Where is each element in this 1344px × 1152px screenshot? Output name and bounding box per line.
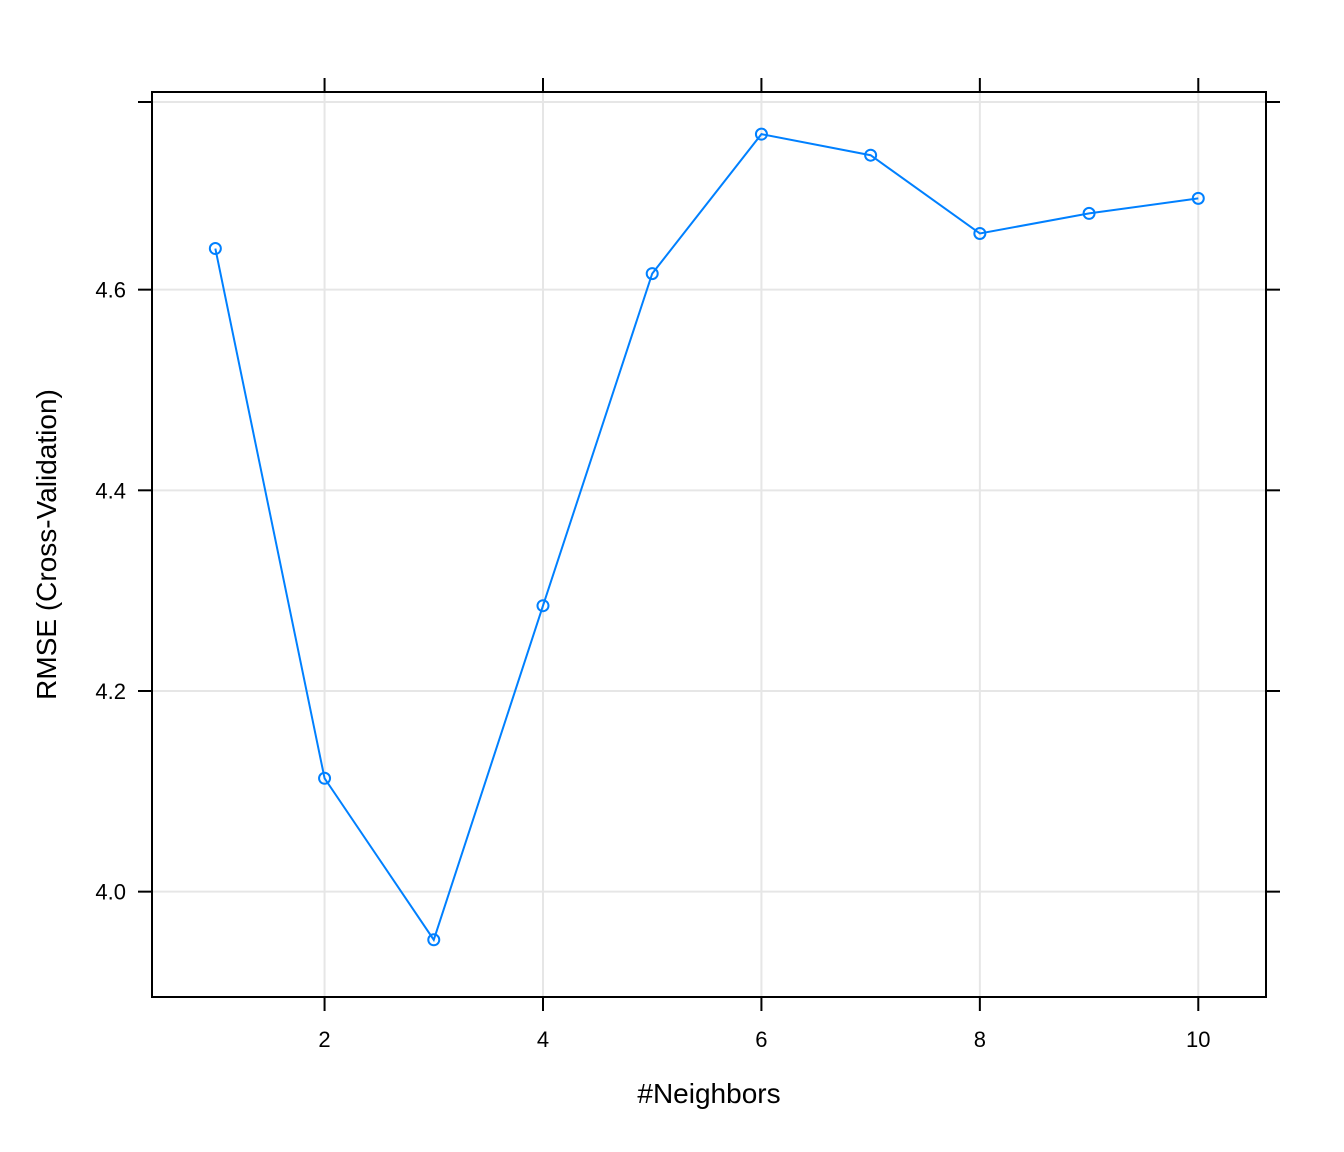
y-tick-label: 4.6 [95,278,126,303]
data-point [536,599,550,613]
data-point [864,148,878,162]
x-tick-label: 6 [755,1027,767,1052]
x-tick-label: 8 [974,1027,986,1052]
y-tick-label: 4.4 [95,478,126,503]
grid-lines [152,92,1266,997]
data-point [754,127,768,141]
axis-ticks: 2 4 6 8 10 4.0 4.2 4.4 4.6 [95,78,1280,1052]
x-axis-title: #Neighbors [637,1078,780,1109]
y-axis-title: RMSE (Cross-Validation) [31,389,62,700]
y-tick-label: 4.2 [95,679,126,704]
data-point [1082,206,1096,220]
y-tick-label: 4.0 [95,880,126,905]
plot-frame [151,91,1267,998]
series-layer [208,127,1205,947]
series-line [214,133,1199,943]
data-point [645,267,659,281]
data-point [208,242,222,256]
data-point [973,226,987,240]
data-point [1191,191,1205,205]
data-point [318,771,332,785]
x-tick-label: 2 [318,1027,330,1052]
data-point [427,933,441,947]
x-tick-label: 10 [1186,1027,1210,1052]
x-tick-label: 4 [537,1027,549,1052]
